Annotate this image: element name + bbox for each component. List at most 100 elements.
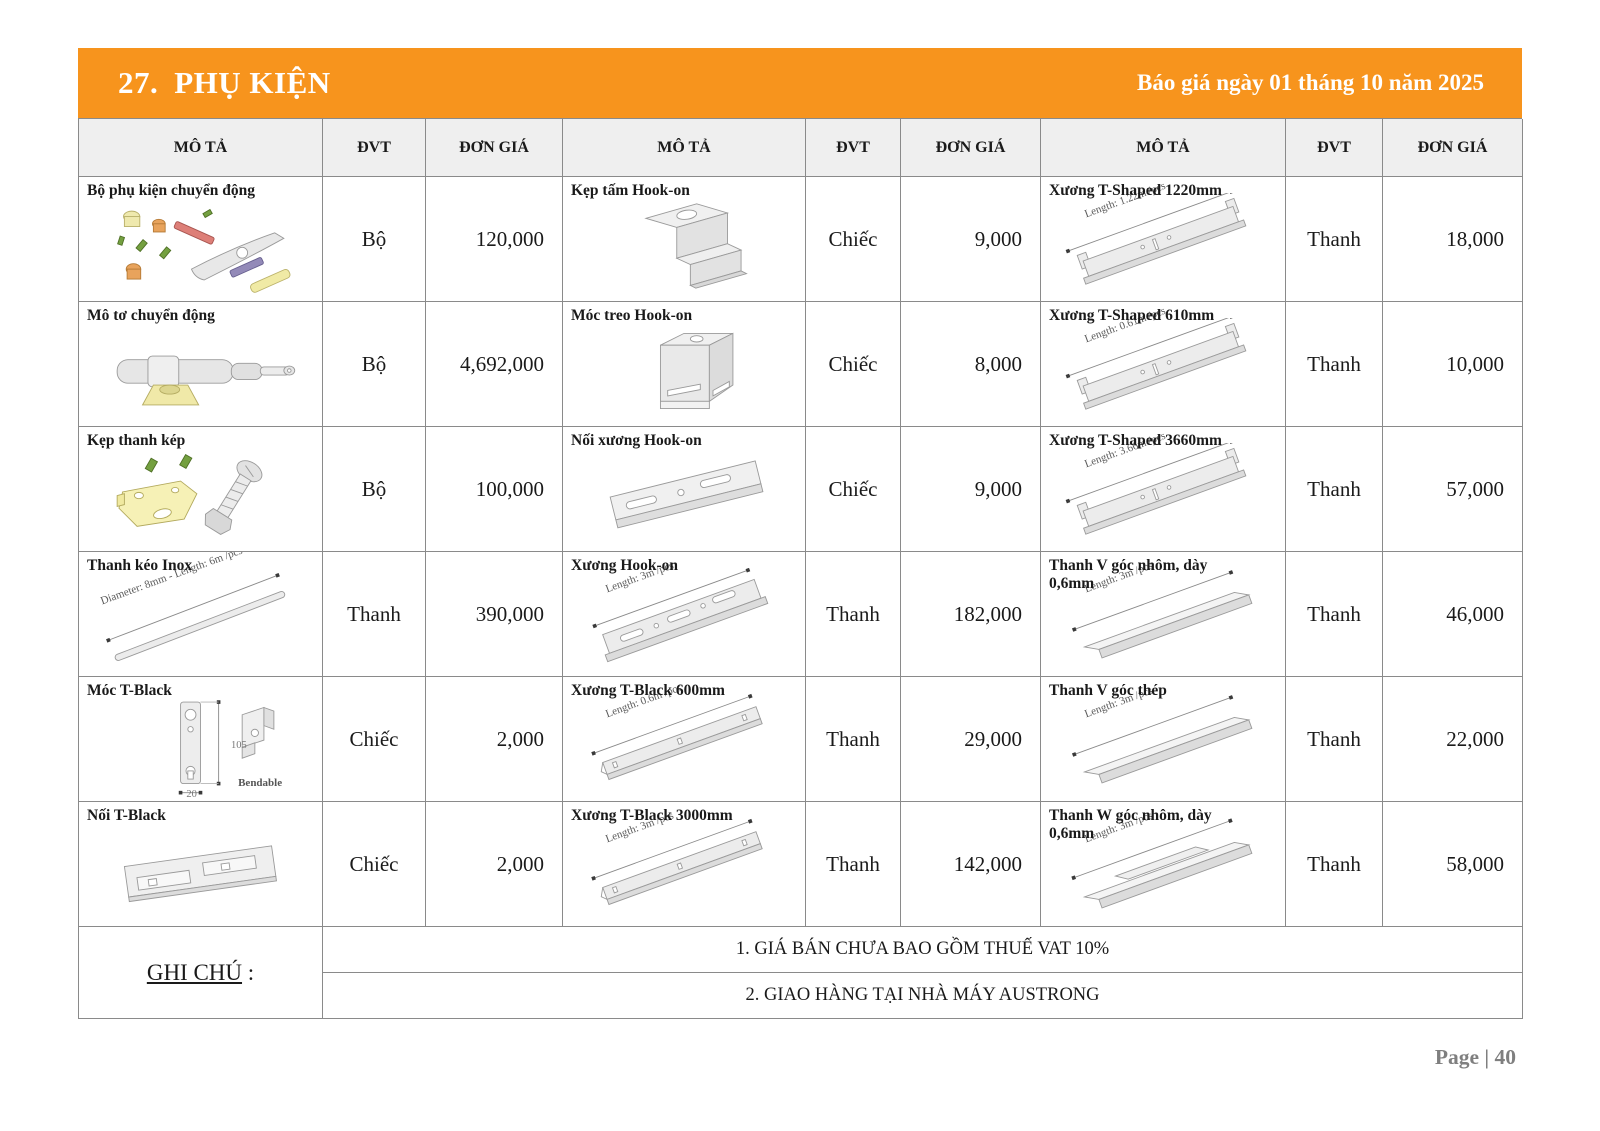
product-cell: Xương Hook-on Length: 3m /pcs	[563, 552, 806, 677]
price-cell: 2,000	[426, 802, 563, 927]
v-angle-bar-illustration: Length: 3m /pcs	[1045, 559, 1281, 674]
unit-cell: Bộ	[323, 177, 426, 302]
unit-cell: Thanh	[1286, 177, 1383, 302]
product-cell: Kẹp tấm Hook-on	[563, 177, 806, 302]
product-name: Mô tơ chuyển động	[87, 307, 215, 324]
column-header: MÔ TẢ	[79, 119, 323, 177]
product-name: Xương T-Shaped 610mm	[1049, 307, 1215, 324]
unit-cell: Chiếc	[806, 427, 901, 552]
column-header: ĐVT	[323, 119, 426, 177]
linear-actuator-illustration	[83, 318, 318, 424]
product-name: Xương T-Black 3000mm	[571, 807, 733, 824]
t-black-strap-illustration: 105 20 Bendable	[83, 693, 318, 800]
product-cell: Thanh W góc nhôm, dày 0,6mm Length: 3m /…	[1041, 802, 1286, 927]
unit-cell: Chiếc	[806, 177, 901, 302]
w-angle-bar-illustration: Length: 3m /pcs	[1045, 809, 1281, 924]
column-header: ĐƠN GIÁ	[1383, 119, 1523, 177]
unit-cell: Chiếc	[323, 802, 426, 927]
price-cell: 8,000	[901, 302, 1041, 427]
product-name: Móc T-Black	[87, 682, 172, 699]
product-name: Nối T-Black	[87, 807, 166, 824]
hook-on-z-bracket-illustration	[567, 193, 801, 299]
price-cell: 182,000	[901, 552, 1041, 677]
product-cell: Nối xương Hook-on	[563, 427, 806, 552]
price-cell: 9,000	[901, 427, 1041, 552]
price-cell: 100,000	[426, 427, 563, 552]
t-black-channel-illustration: Length: 3m /pcs	[567, 809, 801, 924]
note-item-2: 2. GIAO HÀNG TẠI NHÀ MÁY AUSTRONG	[323, 973, 1523, 1019]
note-item-1: 1. GIÁ BÁN CHƯA BAO GỒM THUẾ VAT 10%	[323, 927, 1523, 973]
exploded-parts-kit-illustration	[83, 193, 318, 299]
price-cell: 10,000	[1383, 302, 1523, 427]
section-title: 27. PHỤ KIỆN	[118, 65, 331, 101]
product-cell: Kẹp thanh kép	[79, 427, 323, 552]
unit-cell: Chiếc	[323, 677, 426, 802]
price-cell: 46,000	[1383, 552, 1523, 677]
product-name: Nối xương Hook-on	[571, 432, 702, 449]
unit-cell: Chiếc	[806, 302, 901, 427]
bracket-and-bolt-illustration	[83, 443, 318, 549]
price-cell: 22,000	[1383, 677, 1523, 802]
t-black-channel-illustration: Length: 0.6m /pcs	[567, 682, 801, 799]
product-name: Xương T-Shaped 1220mm	[1049, 182, 1222, 199]
product-cell: Bộ phụ kiện chuyển động	[79, 177, 323, 302]
dimension-label-width: 20	[186, 789, 197, 800]
product-name: Thanh V góc nhôm, dày 0,6mm	[1049, 557, 1208, 593]
product-name: Móc treo Hook-on	[571, 307, 693, 324]
product-name: Kẹp tấm Hook-on	[571, 182, 690, 199]
column-header: ĐVT	[1286, 119, 1383, 177]
product-cell: Mô tơ chuyển động	[79, 302, 323, 427]
notes-label-colon: :	[242, 959, 255, 985]
unit-cell: Thanh	[1286, 802, 1383, 927]
price-cell: 18,000	[1383, 177, 1523, 302]
unit-cell: Thanh	[806, 677, 901, 802]
unit-cell: Bộ	[323, 427, 426, 552]
price-cell: 9,000	[901, 177, 1041, 302]
t-black-connector-plate-illustration	[83, 818, 318, 924]
price-table: MÔ TẢ ĐVT ĐƠN GIÁ MÔ TẢ ĐVT ĐƠN GIÁ MÔ TẢ ĐVT ĐƠ…	[78, 118, 1523, 1019]
t-shaped-bar-illustration: Length: 3.66m /pcs	[1045, 430, 1281, 549]
notes-label: GHI CHÚ	[146, 959, 243, 985]
hook-on-c-channel-illustration: Length: 3m /pcs	[567, 559, 801, 674]
unit-cell: Thanh	[806, 552, 901, 677]
hook-on-slot-plate-illustration	[567, 443, 801, 549]
inox-rod-illustration: Diameter: 8mm - Length: 6m /pcs	[83, 552, 318, 674]
v-angle-bar-illustration: Length: 3m /pcs	[1045, 684, 1281, 799]
product-cell: Móc T-Black 105 20 Bendable	[79, 677, 323, 802]
unit-cell: Thanh	[323, 552, 426, 677]
price-cell: 390,000	[426, 552, 563, 677]
unit-cell: Thanh	[806, 802, 901, 927]
hook-on-hanger-box-illustration	[567, 318, 801, 424]
quote-date: Báo giá ngày 01 tháng 10 năm 2025	[1137, 70, 1484, 95]
page-number: Page | 40	[1434, 1045, 1516, 1069]
t-shaped-bar-illustration: Length: 0.61m /pcs	[1045, 305, 1281, 424]
product-cell: Xương T-Black 600mm Length: 0.6m /pcs	[563, 677, 806, 802]
product-cell: Nối T-Black	[79, 802, 323, 927]
price-list-document: 27. PHỤ KIỆN Báo giá ngày 01 tháng 10 nă…	[78, 48, 1523, 1070]
column-header: MÔ TẢ	[1041, 119, 1286, 177]
product-name: Thanh kéo Inox	[87, 557, 193, 574]
product-name: Xương T-Black 600mm	[571, 682, 725, 699]
price-cell: 142,000	[901, 802, 1041, 927]
column-header: ĐVT	[806, 119, 901, 177]
t-shaped-bar-illustration: Length: 1.22m /pcs	[1045, 180, 1281, 299]
bendable-caption: Bendable	[238, 777, 283, 790]
section-name: PHỤ KIỆN	[174, 65, 331, 100]
column-header: ĐƠN GIÁ	[901, 119, 1041, 177]
title-banner: 27. PHỤ KIỆN Báo giá ngày 01 tháng 10 nă…	[78, 48, 1522, 118]
price-cell: 57,000	[1383, 427, 1523, 552]
price-cell: 2,000	[426, 677, 563, 802]
product-name: Xương Hook-on	[571, 557, 679, 574]
product-name: Bộ phụ kiện chuyển động	[87, 182, 255, 199]
unit-cell: Thanh	[1286, 552, 1383, 677]
price-cell: 4,692,000	[426, 302, 563, 427]
product-name: Thanh W góc nhôm, dày 0,6mm	[1049, 807, 1212, 843]
product-name: Thanh V góc thép	[1049, 682, 1167, 699]
unit-cell: Thanh	[1286, 677, 1383, 802]
column-header: MÔ TẢ	[563, 119, 806, 177]
unit-cell: Thanh	[1286, 427, 1383, 552]
product-cell: Thanh V góc nhôm, dày 0,6mm Length: 3m /…	[1041, 552, 1286, 677]
product-name: Xương T-Shaped 3660mm	[1049, 432, 1222, 449]
notes-label-cell: GHI CHÚ :	[79, 927, 323, 1019]
